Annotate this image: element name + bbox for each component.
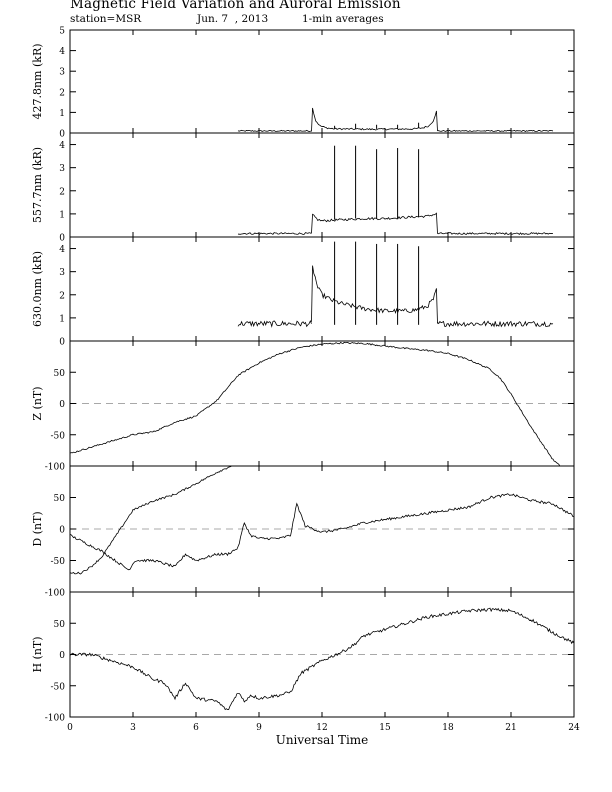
panel-frame <box>69 132 575 238</box>
data-series-line <box>237 319 312 328</box>
y-tick-label: 2 <box>59 291 65 301</box>
y-tick-label: -50 <box>51 557 66 567</box>
station-label: station=MSR <box>70 13 142 25</box>
data-series-line <box>237 129 312 132</box>
x-tick-label: 18 <box>442 723 454 733</box>
chart-panel <box>69 29 575 134</box>
data-series-line <box>70 493 574 571</box>
y-tick-label: 0 <box>59 526 65 536</box>
y-tick-label: 4 <box>59 47 65 57</box>
y-tick-label: 4 <box>59 141 65 151</box>
y-tick-label: 3 <box>59 268 65 278</box>
y-tick-label: 5 <box>59 27 65 37</box>
data-series-line <box>311 212 438 234</box>
x-tick-label: 3 <box>130 723 136 733</box>
y-tick-label: 1 <box>59 210 65 220</box>
chart-panel <box>69 236 575 342</box>
x-axis-label: Universal Time <box>276 733 369 747</box>
data-series-line <box>311 107 438 132</box>
y-tick-label: 0 <box>59 400 65 410</box>
y-tick-label: -50 <box>51 682 66 692</box>
panel-data <box>237 107 554 133</box>
x-tick-label: 0 <box>67 723 73 733</box>
y-tick-label: 50 <box>54 494 66 504</box>
y-tick-label: 2 <box>59 187 65 197</box>
date-label: Jun. 7 , 2013 <box>197 13 269 25</box>
x-tick-label: 6 <box>193 723 199 733</box>
x-tick-label: 12 <box>316 723 327 733</box>
x-tick-label: 15 <box>379 723 391 733</box>
y-tick-label: 2 <box>59 88 65 98</box>
y-tick-label: 3 <box>59 164 65 174</box>
averaging-label: 1-min averages <box>302 13 384 25</box>
panel-frame <box>69 29 575 134</box>
y-tick-label: 50 <box>54 369 66 379</box>
y-tick-label: 4 <box>59 245 65 255</box>
data-series-line <box>437 232 554 236</box>
data-series-line <box>70 341 561 466</box>
panel-data <box>70 341 561 466</box>
chart-panel <box>69 132 575 238</box>
y-axis-label: 557.7nm (kR) <box>31 147 44 223</box>
y-tick-label: -100 <box>45 463 65 473</box>
y-tick-label: 50 <box>54 620 66 630</box>
data-series-line <box>70 607 574 711</box>
x-tick-label: 21 <box>505 723 516 733</box>
data-series-line <box>437 129 554 133</box>
page-title: Magnetic Field Variation and Auroral Emi… <box>70 0 401 12</box>
y-tick-label: 0 <box>59 651 65 661</box>
y-tick-label: -50 <box>51 431 66 441</box>
x-tick-label: 9 <box>256 723 262 733</box>
panel-data <box>70 607 574 711</box>
panel-data <box>237 145 554 236</box>
panel-data <box>70 466 574 575</box>
y-axis-label: Z (nT) <box>31 386 44 420</box>
y-tick-label: -100 <box>45 589 65 599</box>
y-tick-label: 0 <box>59 234 65 244</box>
y-tick-label: 1 <box>59 109 65 119</box>
y-tick-label: 3 <box>59 68 65 78</box>
data-series-line <box>237 232 312 235</box>
chart-panel <box>69 591 575 718</box>
x-tick-label: 24 <box>568 723 580 733</box>
data-series-line <box>70 466 232 575</box>
panel-data <box>237 241 554 328</box>
y-axis-label: H (nT) <box>31 636 44 672</box>
y-axis-label: 427.8nm (kR) <box>31 43 44 119</box>
y-axis-label: D (nT) <box>31 511 44 546</box>
y-tick-label: 0 <box>59 338 65 348</box>
chart-panel <box>69 340 575 467</box>
y-tick-label: -100 <box>45 714 65 724</box>
y-tick-label: 1 <box>59 314 65 324</box>
data-series-line <box>311 265 438 324</box>
y-tick-label: 0 <box>59 130 65 140</box>
y-axis-label: 630.0nm (kR) <box>31 251 44 327</box>
data-series-line <box>437 320 554 328</box>
